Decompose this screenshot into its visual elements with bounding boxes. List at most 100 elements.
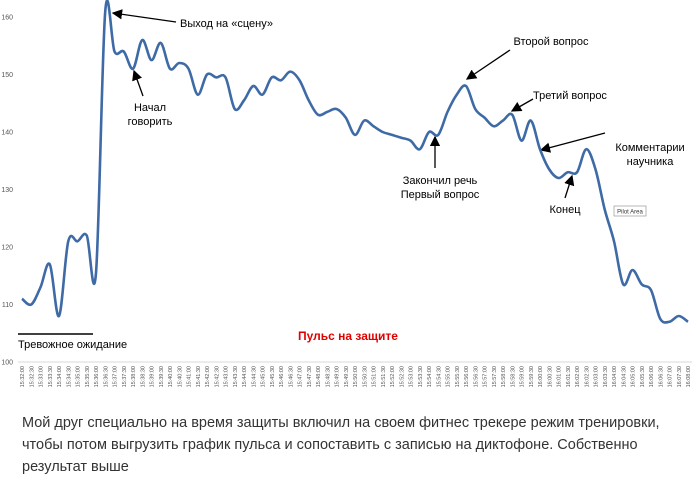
annotation: Второй вопрос xyxy=(514,36,589,48)
y-tick-label: 160 xyxy=(1,15,13,22)
annotation: Первый вопрос xyxy=(401,189,480,201)
x-tick-label: 15:35:00 xyxy=(76,366,82,387)
tooltip-box xyxy=(613,205,647,217)
x-tick-label: 15:44:00 xyxy=(242,366,248,387)
y-tick-label: 120 xyxy=(1,245,13,252)
x-tick-label: 15:43:00 xyxy=(224,366,230,387)
x-tick-label: 15:40:00 xyxy=(168,366,174,387)
x-tick-label: 16:00:30 xyxy=(547,366,553,387)
x-tick-label: 15:32:30 xyxy=(29,366,35,387)
x-tick-label: 15:49:30 xyxy=(344,366,350,387)
x-tick-label: 15:33:00 xyxy=(39,366,45,387)
x-tick-label: 15:57:00 xyxy=(483,366,489,387)
x-tick-label: 15:42:30 xyxy=(214,366,220,387)
x-tick-label: 15:33:30 xyxy=(48,366,54,387)
x-tick-label: 15:48:00 xyxy=(316,366,322,387)
arrow xyxy=(564,174,575,199)
x-tick-label: 16:07:00 xyxy=(668,366,674,387)
x-tick-label: 15:41:00 xyxy=(187,366,193,387)
x-tick-label: 15:52:00 xyxy=(390,366,396,387)
x-tick-label: 16:05:00 xyxy=(631,366,637,387)
y-tick-label: 100 xyxy=(1,360,13,367)
y-tick-label: 130 xyxy=(1,187,13,194)
x-tick-label: 15:46:00 xyxy=(279,366,285,387)
arrow xyxy=(111,9,177,23)
x-tick-label: 16:04:30 xyxy=(621,366,627,387)
arrow xyxy=(510,98,534,112)
tooltip: Pilot Area xyxy=(617,210,643,216)
x-tick-label: 16:07:30 xyxy=(677,366,683,387)
arrow xyxy=(465,49,511,80)
x-tick-label: 15:51:00 xyxy=(372,366,378,387)
x-tick-label: 16:01:30 xyxy=(566,366,572,387)
arrow xyxy=(539,132,606,153)
x-tick-label: 15:37:30 xyxy=(122,366,128,387)
x-tick-label: 15:37:00 xyxy=(113,366,119,387)
x-tick-label: 15:58:00 xyxy=(501,366,507,387)
chart-title: Пульс на защите xyxy=(298,329,398,343)
x-tick-label: 15:56:30 xyxy=(473,366,479,387)
y-tick-label: 150 xyxy=(1,72,13,79)
x-tick-label: 15:45:30 xyxy=(270,366,276,387)
chart: Pilot Area Пульс на защите 100 110 120 130 1… xyxy=(1,0,692,387)
annotation: Начал xyxy=(134,102,166,114)
x-tick-label: 15:59:00 xyxy=(520,366,526,387)
x-tick-label: 15:49:00 xyxy=(335,366,341,387)
x-tick-label: 15:59:30 xyxy=(529,366,535,387)
x-tick-label: 15:39:30 xyxy=(159,366,165,387)
x-tick-label: 15:45:00 xyxy=(261,366,267,387)
annotation: Закончил речь xyxy=(403,175,478,187)
x-tick-label: 15:53:30 xyxy=(418,366,424,387)
line xyxy=(21,0,689,324)
x-tick-label: 15:41:30 xyxy=(196,366,202,387)
x-tick-label: 15:47:00 xyxy=(298,366,304,387)
x-tick-label: 15:36:00 xyxy=(94,366,100,387)
x-tick-label: 15:34:30 xyxy=(66,366,72,387)
x-tick-label: 15:56:00 xyxy=(464,366,470,387)
x-tick-label: 15:54:00 xyxy=(427,366,433,387)
x-tick-label: 16:08:00 xyxy=(686,366,692,387)
x-tick-label: 16:00:00 xyxy=(538,366,544,387)
x-tick-label: 15:55:00 xyxy=(446,366,452,387)
x-tick-label: 15:39:00 xyxy=(150,366,156,387)
x-tick-label: 15:44:30 xyxy=(251,366,257,387)
x-tick-label: 15:40:30 xyxy=(177,366,183,387)
x-tick-label: 15:46:30 xyxy=(288,366,294,387)
annotation: Тревожное ожидание xyxy=(18,339,127,351)
arrow xyxy=(132,69,144,97)
x-tick-label: 15:47:30 xyxy=(307,366,313,387)
x-tick-label: 16:03:00 xyxy=(594,366,600,387)
x-tick-label: 15:42:00 xyxy=(205,366,211,387)
x-tick-label: 15:58:30 xyxy=(510,366,516,387)
x-tick-label: 15:38:00 xyxy=(131,366,137,387)
x-tick-label: 15:51:30 xyxy=(381,366,387,387)
caption: Мой друг специально на время защиты вклю… xyxy=(22,415,660,475)
x-tick-label: 15:35:30 xyxy=(85,366,91,387)
x-tick-label: 15:34:00 xyxy=(57,366,63,387)
x-tick-label: 16:02:00 xyxy=(575,366,581,387)
x-tick-label: 15:50:00 xyxy=(353,366,359,387)
x-tick-label: 15:43:30 xyxy=(233,366,239,387)
x-tick-label: 16:01:00 xyxy=(557,366,563,387)
annotation: Выход на «сцену» xyxy=(180,18,273,30)
x-tick-label: 15:38:30 xyxy=(140,366,146,387)
x-tick-label: 15:52:30 xyxy=(399,366,405,387)
x-tick-label: 16:06:00 xyxy=(649,366,655,387)
x-tick-label: 15:54:30 xyxy=(436,366,442,387)
annotation: Конец xyxy=(549,204,581,216)
x-tick-label: 16:04:00 xyxy=(612,366,618,387)
x-tick-label: 15:48:30 xyxy=(325,366,331,387)
x-tick-label: 15:36:30 xyxy=(103,366,109,387)
y-tick-label: 140 xyxy=(1,130,13,137)
x-tick-label: 15:53:00 xyxy=(409,366,415,387)
x-tick-label: 15:55:30 xyxy=(455,366,461,387)
y-tick-label: 110 xyxy=(2,302,13,309)
x-tick-label: 16:05:30 xyxy=(640,366,646,387)
x-tick-label: 15:32:00 xyxy=(20,366,26,387)
x-tick-label: 16:03:30 xyxy=(603,366,609,387)
annotation: Третий вопрос xyxy=(533,90,607,102)
x-tick-label: 15:57:30 xyxy=(492,366,498,387)
annotation: говорить xyxy=(128,116,173,128)
x-tick-label: 16:02:30 xyxy=(584,366,590,387)
